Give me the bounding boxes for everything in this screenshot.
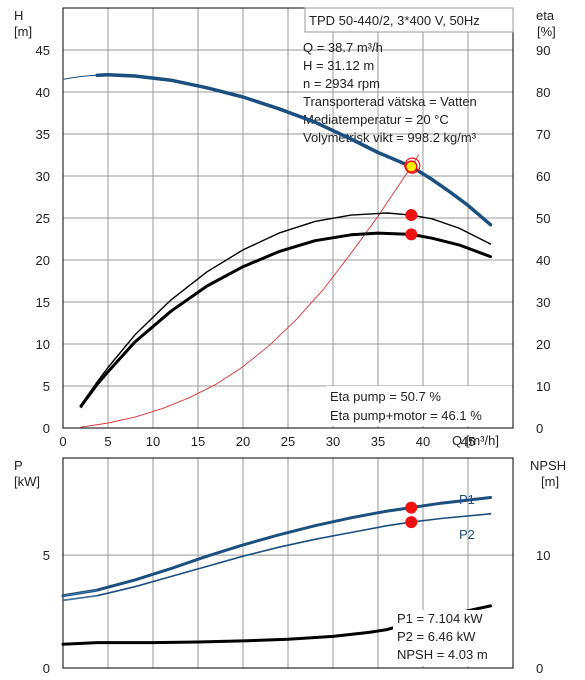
q-tick-label: 25 (281, 434, 295, 449)
q-tick-label: 40 (416, 434, 430, 449)
q-tick-label: 20 (236, 434, 250, 449)
eta-pump-motor-text: Eta pump+motor = 46.1 % (330, 408, 482, 423)
eta-tick-label: 0 (536, 421, 543, 436)
h-tick-label: 20 (36, 253, 50, 268)
npsh-axis-unit: [m] (541, 474, 559, 489)
p-axis-unit: [kW] (14, 474, 40, 489)
duty-point-ring (404, 157, 421, 174)
duty-info-liquid: Transporterad vätska = Vatten (303, 94, 477, 109)
bottom-tick-labels: 0 5 0 10 (43, 548, 551, 676)
h-axis-label: H (14, 8, 23, 23)
q-tick-label: 10 (146, 434, 160, 449)
h-tick-label: 40 (36, 85, 50, 100)
p-tick-label: 5 (43, 548, 50, 563)
top-grid (63, 8, 513, 428)
h-tick-label: 5 (43, 379, 50, 394)
p2-series-label: P2 (459, 527, 475, 542)
p1-point-marker (405, 501, 418, 514)
duty-point-marker (405, 160, 418, 173)
pump-title: TPD 50-440/2, 3*400 V, 50Hz (309, 13, 480, 28)
q-tick-label: 35 (371, 434, 385, 449)
eta-tick-label: 20 (536, 337, 550, 352)
npsh-curve (61, 621, 413, 646)
eta-motor-point-marker (405, 228, 418, 241)
eta-tick-label: 40 (536, 253, 550, 268)
p2-extension-line (62, 595, 98, 601)
efficiency-curve-curve (80, 154, 419, 428)
p1-extension-line (62, 589, 98, 597)
power-info-box (393, 610, 505, 666)
eta-tick-label: 30 (536, 295, 550, 310)
q-tick-label: 45 (461, 434, 475, 449)
eta-pump-curve (80, 212, 492, 406)
head-extension-curve (62, 74, 98, 80)
npsh-value-text: NPSH = 4.03 m (397, 647, 488, 662)
h-tick-label: 35 (36, 127, 50, 142)
q-tick-label: 0 (59, 434, 66, 449)
eta-tick-label: 50 (536, 211, 550, 226)
npsh-tick-label: 0 (536, 661, 543, 676)
p1-value-text: P1 = 7.104 kW (397, 611, 483, 626)
power-npsh-panel: 0 5 0 10 P [kW] NPSH [m] P1 P2 P1 = 7.104 k… (14, 457, 566, 676)
head-efficiency-panel: 0 5 10 15 20 25 30 35 40 45 0 5 10 15 20 25 30 35 40 45 0 10 2… (14, 7, 556, 449)
eta-tick-label: 70 (536, 127, 550, 142)
eta-pump-tail (80, 404, 83, 408)
p1-series-label: P1 (459, 492, 475, 507)
bottom-plot-frame (62, 457, 514, 669)
eta-tick-label: 80 (536, 85, 550, 100)
bottom-grid (63, 458, 513, 668)
duty-info-head: H = 31.12 m (303, 58, 374, 73)
p-axis-label: P (14, 458, 23, 473)
h-axis-unit: [m] (14, 24, 32, 39)
eta-info-box (326, 386, 512, 426)
duty-info-density: Volymetrisk vikt = 998.2 kg/m³ (303, 130, 477, 145)
h-tick-label: 30 (36, 169, 50, 184)
eta-axis-unit: [%] (537, 24, 556, 39)
duty-point-info: Q = 38.7 m³/h H = 31.12 m n = 2934 rpm T… (303, 40, 477, 145)
p2-value-text: P2 = 6.46 kW (397, 629, 476, 644)
p1-curve (61, 496, 492, 598)
top-plot-frame (62, 7, 514, 429)
p2-curve (62, 513, 492, 602)
p-tick-label: 0 (43, 661, 50, 676)
eta-tick-label: 90 (536, 43, 550, 58)
q-tick-label: 30 (326, 434, 340, 449)
eta-tick-label: 10 (536, 379, 550, 394)
pump-title-box (304, 7, 514, 33)
npsh-axis-label: NPSH (530, 458, 566, 473)
duty-info-flow: Q = 38.7 m³/h (303, 40, 383, 55)
npsh-tick-label: 10 (536, 548, 550, 563)
h-tick-label: 45 (36, 43, 50, 58)
eta-pump-motor-curve (79, 231, 492, 408)
top-tick-labels: 0 5 10 15 20 25 30 35 40 45 0 5 10 15 20 25 30 35 40 45 0 10 2… (36, 43, 551, 449)
q-tick-label: 5 (104, 434, 111, 449)
head-curve (95, 73, 493, 227)
duty-info-temperature: Mediatemperatur = 20 °C (303, 112, 449, 127)
q-tick-label: 15 (191, 434, 205, 449)
eta-pump-text: Eta pump = 50.7 % (330, 389, 441, 404)
p2-point-marker (405, 516, 418, 529)
h-tick-label: 0 (43, 421, 50, 436)
h-tick-label: 25 (36, 211, 50, 226)
eta-pump-point-marker (405, 209, 418, 222)
duty-info-speed: n = 2934 rpm (303, 76, 380, 91)
h-tick-label: 15 (36, 295, 50, 310)
q-axis-label: Q [m³/h] (452, 433, 499, 448)
h-tick-label: 10 (36, 337, 50, 352)
eta-tick-label: 60 (536, 169, 550, 184)
eta-pump-motor-tail (80, 405, 83, 409)
eta-axis-label: eta (536, 8, 555, 23)
top-curves (62, 73, 493, 428)
